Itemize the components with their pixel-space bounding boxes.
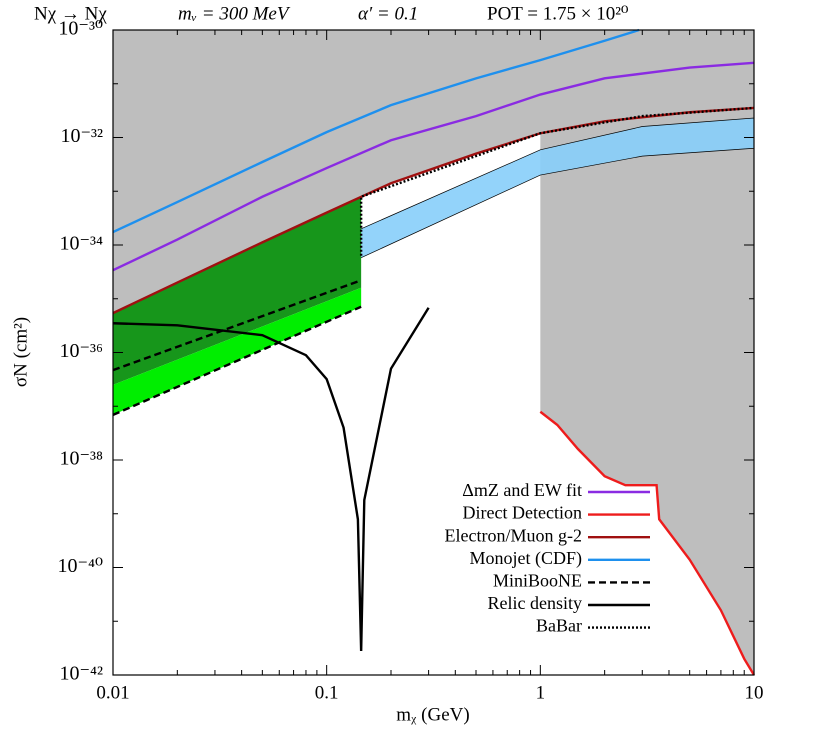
region bbox=[113, 287, 362, 415]
y-tick-label: 10⁻³⁶ bbox=[59, 340, 103, 362]
region bbox=[540, 30, 754, 675]
title-part: α′ = 0.1 bbox=[358, 3, 418, 24]
x-tick-label: 10 bbox=[745, 682, 764, 703]
series-line bbox=[112, 61, 755, 272]
title-part: mᵥ = 300 MeV bbox=[178, 3, 291, 24]
series-line bbox=[359, 106, 755, 256]
y-tick-label: 10⁻³² bbox=[60, 125, 103, 147]
legend-label: Monojet (CDF) bbox=[470, 548, 583, 569]
x-tick-label: 0.1 bbox=[315, 682, 339, 703]
series-line bbox=[112, 28, 640, 234]
legend-label: ΔmZ and EW fit bbox=[462, 480, 582, 500]
series-line bbox=[539, 410, 756, 676]
legend-label: Electron/Muon g-2 bbox=[445, 525, 582, 545]
y-tick-label: 10⁻³⁴ bbox=[59, 233, 103, 255]
series-line bbox=[112, 307, 430, 651]
y-axis-label: σN (cm²) bbox=[10, 317, 31, 387]
legend-label: MiniBooNE bbox=[493, 571, 582, 591]
legend-label: Direct Detection bbox=[463, 503, 582, 523]
region bbox=[113, 196, 362, 385]
x-axis-label: mᵪ (GeV) bbox=[396, 704, 469, 725]
x-tick-label: 1 bbox=[536, 682, 546, 703]
title-part: Nχ → Nχ bbox=[34, 3, 107, 24]
x-tick-label: 0.01 bbox=[96, 682, 129, 703]
y-tick-label: 10⁻⁴⁰ bbox=[57, 555, 103, 577]
legend-label: Relic density bbox=[488, 593, 582, 613]
series-line bbox=[112, 305, 362, 417]
y-tick-label: 10⁻³⁸ bbox=[59, 448, 103, 470]
legend-label: BaBar bbox=[536, 616, 582, 636]
title-part: POT = 1.75 × 10²⁰ bbox=[487, 3, 629, 24]
y-tick-label: 10⁻³⁰ bbox=[58, 18, 103, 40]
y-tick-label: 10⁻⁴² bbox=[59, 663, 103, 685]
